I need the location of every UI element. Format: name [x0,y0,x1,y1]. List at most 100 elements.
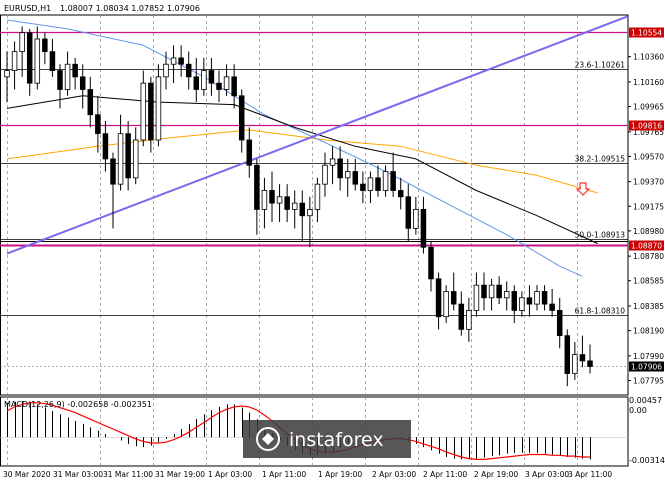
price-tick-label: 1.08190 [633,327,664,336]
candle-body [254,164,260,210]
fibonacci-level-label: 50.0-1.08913 [575,231,626,240]
candle-body [170,57,177,65]
candle [261,177,268,229]
candle-body [49,51,56,71]
candle [216,70,222,103]
level-price-badge [629,120,664,131]
candle-body [579,354,586,362]
candle-body [572,354,578,374]
macd-scale-top: 0.00457 [629,396,662,405]
level-price-badge [629,27,664,38]
candle [11,41,18,90]
candle-body [352,171,359,185]
candle-body [26,32,33,84]
level-price-badge-label: 1.10554 [631,29,662,38]
axis-layer: 1.10360 1.10160 1.09965 1.09765 1.09570 1.093… [3,27,664,479]
grid-layer [0,14,629,467]
candle [503,281,510,311]
candle [541,285,548,311]
fibonacci-level-label: 23.6-1.10261 [575,61,626,70]
candle-body [511,291,518,311]
candle-body [564,335,571,374]
candle [79,64,86,109]
price-tick-label: 1.10160 [633,78,664,87]
level-price-badge [629,240,664,251]
candle [148,76,154,153]
candle-body [587,360,593,367]
candle [375,165,381,197]
candle [413,196,419,235]
candle-body [231,76,237,97]
black-moving-average [6,95,598,244]
candle [193,57,200,103]
candle [170,45,177,84]
candle-body [155,76,162,141]
candle-body [148,82,154,141]
candle [201,57,207,96]
candle [72,57,78,90]
price-tick-label: 1.08585 [633,277,664,286]
symbol-label: EURUSD,H1 [4,4,51,13]
price-tick-label: 1.09765 [633,128,664,137]
ascending-trendline [6,15,629,255]
macd-label: MACD(12,26,9) -0.002658 -0.002351 [4,400,152,409]
price-tick-label: 1.09175 [633,202,664,211]
candle-body [11,51,18,71]
candle-body [185,63,192,78]
candle [549,288,555,317]
candle [329,146,336,185]
time-tick-label: 31 Mar 11:00 [103,470,153,479]
price-tick-label: 1.09570 [633,152,664,161]
candle-body [397,190,404,198]
candle [246,127,253,178]
candle [473,272,480,317]
candle-body [132,139,139,179]
time-tick-label: 1 Apr 03:00 [208,470,252,479]
time-tick-label: 31 Mar 03:00 [53,470,103,479]
candle [178,45,184,77]
down-arrow-icon [575,182,591,196]
price-tick-label: 1.08780 [633,252,664,261]
candle [579,335,586,368]
price-tick-label: 1.07990 [633,352,664,361]
candle [382,165,389,197]
candle [352,158,359,191]
candle-body [87,89,94,116]
candle-body [72,63,78,78]
candle [291,190,298,229]
candle [254,158,260,235]
candle [443,285,449,324]
candle [587,344,593,374]
candle [367,171,374,204]
candle-body [405,196,412,229]
candle [534,285,540,311]
current-price-badge [629,361,664,372]
candle-body [4,70,10,78]
candle-body [367,177,374,191]
candle-body [269,190,275,204]
candle [564,329,571,387]
candle-body [450,291,457,305]
candle [428,240,434,292]
candle-body [117,133,124,185]
candle [435,272,442,330]
candle-body [526,297,533,305]
candle-body [314,183,321,210]
candle [269,171,275,223]
candle [231,64,237,109]
time-tick-label: 3 Apr 11:00 [568,470,612,479]
candle [110,152,116,229]
candle-body [466,310,472,330]
candle-body [261,190,268,210]
candle [117,114,124,191]
candle [64,51,71,96]
candle-body [79,76,86,90]
watermark: instaforex [243,420,411,458]
macd-scale-bottom: -0.003142 [629,456,665,465]
candle-body [413,209,419,229]
candle [26,28,33,96]
candle-body [246,139,253,166]
candle-body [329,158,336,166]
candle-body [382,171,389,191]
